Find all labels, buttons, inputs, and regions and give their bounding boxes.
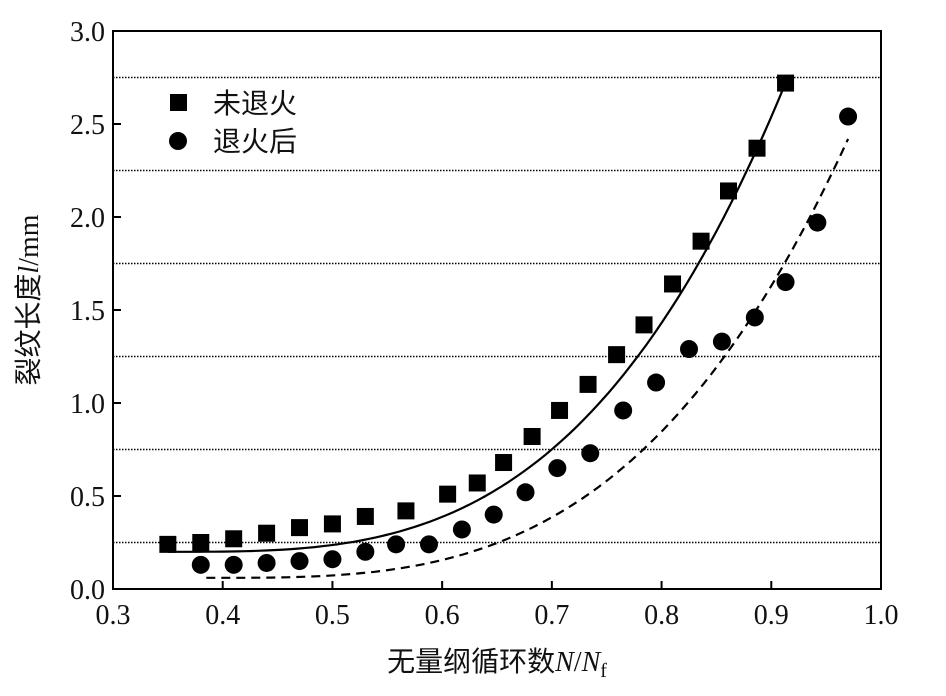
- data-point-square: [468, 474, 486, 492]
- data-point-circle: [712, 332, 731, 351]
- data-point-square: [777, 74, 795, 92]
- data-point-circle: [452, 520, 471, 539]
- x-tick-label: 0.8: [644, 600, 679, 631]
- data-point-square: [439, 485, 457, 503]
- data-point-square: [356, 507, 374, 525]
- x-axis-title: 无量纲循环数N/Nf: [387, 645, 607, 682]
- legend-marker-circle: [169, 132, 187, 150]
- y-axis-title: 裂纹长度l/mm: [12, 214, 45, 385]
- data-point-square: [748, 139, 766, 157]
- data-point-circle: [581, 444, 600, 463]
- data-point-circle: [808, 213, 827, 232]
- x-axis-title-prefix: 无量纲循环数: [387, 645, 555, 678]
- data-point-circle: [387, 535, 406, 554]
- legend-label-series-1: 未退火: [213, 87, 297, 120]
- x-tick-label: 0.7: [534, 600, 569, 631]
- y-tick-label: 2.0: [70, 203, 105, 234]
- data-point-circle: [484, 505, 503, 524]
- legend-label-series-2: 退火后: [213, 125, 297, 158]
- data-point-circle: [776, 273, 795, 292]
- axis-ticks: [112, 30, 882, 590]
- data-point-circle: [356, 542, 375, 561]
- data-point-circle: [680, 340, 698, 359]
- data-point-square: [495, 454, 513, 472]
- data-point-square: [291, 519, 309, 537]
- data-point-square: [719, 182, 737, 200]
- data-point-square: [692, 232, 710, 250]
- data-point-square: [664, 275, 682, 293]
- y-tick-label: 1.0: [70, 389, 105, 420]
- x-axis-title-var2: N: [581, 647, 602, 678]
- x-axis-title-slash: /: [574, 647, 582, 678]
- y-tick-label: 0.0: [70, 575, 105, 606]
- data-point-circle: [614, 401, 633, 420]
- data-point-square: [523, 427, 541, 445]
- x-tick-label: 0.9: [754, 600, 789, 631]
- data-point-circle: [191, 555, 210, 574]
- y-tick-label: 2.5: [70, 110, 105, 141]
- y-axis-title-unit: /mm: [14, 214, 45, 266]
- data-point-circle: [647, 373, 666, 392]
- tick-labels: 0.3 0.4 0.5 0.6 0.7 0.8 0.9 1.0 0.0 0.5 1.0 1.5 2.0 2…: [70, 17, 899, 631]
- x-tick-label: 0.4: [205, 600, 240, 631]
- x-tick-label: 1.0: [864, 600, 899, 631]
- data-point-square: [551, 401, 569, 419]
- data-point-circle: [290, 552, 309, 571]
- data-point-circle: [516, 483, 535, 502]
- y-tick-label: 3.0: [70, 17, 105, 48]
- x-tick-label: 0.5: [315, 600, 350, 631]
- data-point-square: [225, 530, 243, 548]
- data-point-square: [579, 375, 597, 393]
- data-point-square: [323, 515, 341, 533]
- data-point-square: [608, 346, 626, 364]
- x-tick-label: 0.3: [96, 600, 131, 631]
- x-axis-title-var: N: [554, 647, 575, 678]
- data-point-circle: [419, 535, 438, 554]
- x-axis-title-sub: f: [600, 660, 607, 682]
- data-point-square: [159, 535, 177, 553]
- data-point-square: [192, 534, 210, 551]
- y-tick-label: 1.5: [70, 296, 105, 327]
- fit-line-2: [206, 138, 850, 579]
- data-point-circle: [839, 107, 858, 126]
- data-point-circle: [224, 555, 243, 574]
- legend: 未退火 退火后: [169, 87, 297, 158]
- fit-line-1: [167, 82, 787, 553]
- legend-marker-square: [170, 94, 187, 111]
- reference-lines: [113, 76, 881, 544]
- data-point-circle: [548, 459, 567, 478]
- data-point-circle: [745, 308, 764, 327]
- data-point-square: [635, 316, 653, 334]
- y-tick-label: 0.5: [70, 482, 105, 513]
- fit-curves: [167, 82, 850, 579]
- y-axis-title-prefix: 裂纹长度: [12, 274, 45, 386]
- x-tick-label: 0.6: [425, 600, 460, 631]
- data-point-square: [258, 524, 276, 542]
- data-point-circle: [257, 553, 276, 572]
- y-axis-title-var: l: [14, 266, 45, 274]
- data-point-circle: [323, 550, 342, 569]
- data-markers: [159, 74, 858, 574]
- data-point-square: [397, 502, 415, 520]
